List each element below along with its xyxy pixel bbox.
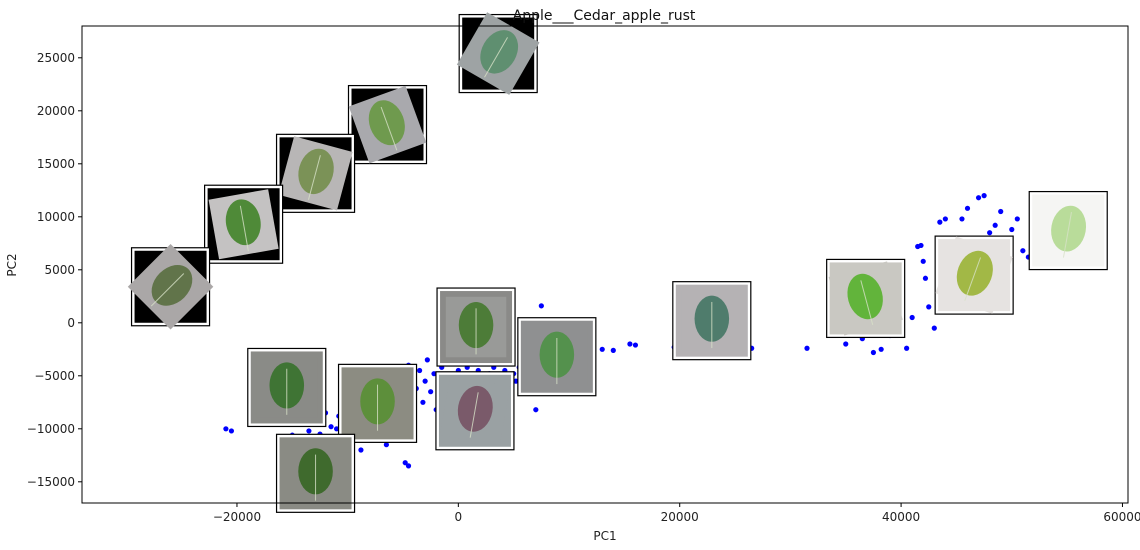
data-point <box>998 208 1004 215</box>
data-point <box>975 195 982 201</box>
y-axis-ticks: −15000 −10000 −5000 0 5000 10000 15000 20000 250… <box>27 51 82 489</box>
x-axis-label: PC1 <box>593 529 616 543</box>
data-point <box>843 341 849 347</box>
thumbnail-center-top <box>436 287 516 367</box>
x-tick-label: −20000 <box>213 510 261 524</box>
data-point <box>920 258 926 264</box>
data-point <box>904 345 910 351</box>
x-axis-ticks: −20000 0 20000 40000 60000 <box>213 503 1140 524</box>
data-point <box>627 341 633 347</box>
thumbnails-layer <box>127 12 1108 513</box>
data-point <box>416 367 423 374</box>
thumbnail-upper-2 <box>347 84 428 165</box>
thumbnail-top <box>456 12 540 95</box>
data-point <box>878 346 884 352</box>
data-point <box>405 463 412 469</box>
data-point <box>909 314 915 321</box>
data-point <box>223 426 229 432</box>
thumbnail-right-3 <box>1028 190 1108 271</box>
x-tick-label: 0 <box>455 510 463 524</box>
thumbnail-bottom <box>275 433 356 513</box>
y-tick-label: 25000 <box>37 51 75 65</box>
data-point <box>420 399 426 405</box>
data-point <box>228 428 235 434</box>
x-tick-label: 60000 <box>1103 510 1140 524</box>
data-point <box>926 304 932 310</box>
data-point <box>937 219 943 225</box>
data-point <box>1009 226 1015 233</box>
data-point <box>1020 248 1026 254</box>
x-tick-label: 40000 <box>882 510 920 524</box>
y-tick-label: 10000 <box>37 210 75 224</box>
y-tick-label: 5000 <box>44 263 75 277</box>
data-point <box>964 205 971 211</box>
x-tick-label: 20000 <box>661 510 699 524</box>
thumbnail-upper-4 <box>204 184 284 264</box>
y-axis-label: PC2 <box>5 253 19 276</box>
data-point <box>992 222 998 228</box>
data-point <box>610 347 616 353</box>
leaf-vein <box>307 155 321 200</box>
thumbnail-right-2 <box>934 235 1014 315</box>
data-point <box>513 378 519 384</box>
data-point <box>1014 216 1020 222</box>
y-tick-label: −5000 <box>34 369 75 383</box>
data-point <box>538 303 544 309</box>
leaf-vein <box>964 257 982 301</box>
thumbnail-center-purple <box>435 371 515 451</box>
leaf-vein <box>484 37 508 78</box>
data-point <box>981 193 987 199</box>
thumbnail-upper-3 <box>275 133 356 213</box>
leaf-vein <box>150 273 185 307</box>
data-point <box>428 389 434 395</box>
thumbnail-right-1 <box>826 258 906 339</box>
y-tick-label: 20000 <box>37 104 75 118</box>
y-tick-label: 0 <box>67 316 75 330</box>
thumbnail-lower-mid <box>337 363 418 443</box>
data-point <box>632 342 639 348</box>
data-point <box>870 349 877 356</box>
leaf-vein <box>469 392 479 438</box>
data-point <box>599 346 605 352</box>
data-point <box>987 230 993 236</box>
data-point <box>431 371 437 377</box>
data-point <box>358 447 364 453</box>
y-tick-label: −15000 <box>27 475 75 489</box>
data-point <box>383 442 389 448</box>
data-point <box>804 345 810 351</box>
y-tick-label: −10000 <box>27 422 75 436</box>
thumbnail-center-right <box>517 317 597 397</box>
leaf-vein <box>860 280 874 325</box>
y-tick-label: 15000 <box>37 157 75 171</box>
data-point <box>424 357 430 363</box>
thumbnail-lower-left <box>247 347 327 428</box>
leaf-vein <box>380 106 398 151</box>
thumbnail-left <box>127 243 214 330</box>
data-point <box>533 407 539 413</box>
data-point <box>422 378 428 384</box>
data-point <box>931 325 937 331</box>
data-point <box>922 275 929 281</box>
data-point <box>959 216 965 222</box>
data-point <box>306 428 312 434</box>
data-point <box>328 424 334 430</box>
plot-frame <box>81 25 1129 504</box>
data-point <box>918 242 924 249</box>
data-point <box>402 460 408 466</box>
data-point <box>333 426 340 432</box>
chart-title: Apple___Cedar_apple_rust <box>513 8 696 24</box>
leaf-vein <box>239 205 249 252</box>
data-point <box>942 216 948 222</box>
thumbnail-mid-right <box>672 281 752 361</box>
leaf-vein <box>1062 212 1072 258</box>
